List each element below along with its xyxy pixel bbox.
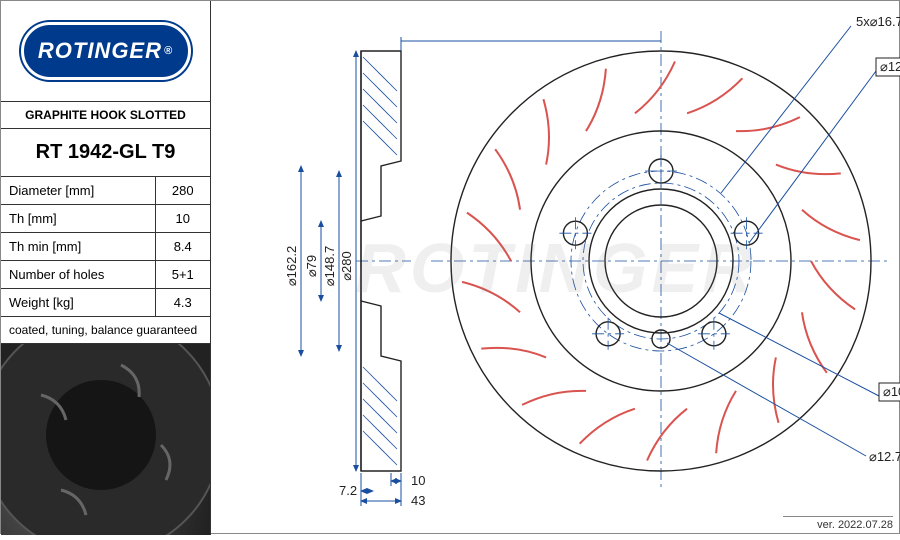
- spec-value: 10: [155, 205, 210, 233]
- side-profile: ⌀79 ⌀162.2 ⌀148.7 ⌀280 10 43 7.2: [284, 37, 661, 508]
- table-row: Number of holes5+1: [1, 261, 210, 289]
- product-subtitle: GRAPHITE HOOK SLOTTED: [1, 101, 210, 129]
- spec-value: 4.3: [155, 289, 210, 317]
- registered-mark: ®: [164, 45, 173, 57]
- dim-pcd-outer: ⌀120: [880, 59, 900, 74]
- table-row: Diameter [mm]280: [1, 177, 210, 205]
- version-label: ver. 2022.07.28: [783, 516, 893, 531]
- product-render: [1, 344, 210, 535]
- spec-label: Diameter [mm]: [1, 177, 155, 205]
- part-number: RT 1942-GL T9: [1, 129, 210, 177]
- spec-value: 280: [155, 177, 210, 205]
- dim-outer: ⌀280: [339, 251, 354, 281]
- drawing-svg: ⌀79 ⌀162.2 ⌀148.7 ⌀280 10 43 7.2: [211, 1, 900, 535]
- dim-bolt-pattern: 5x⌀16.7: [856, 14, 900, 29]
- spec-label: Th [mm]: [1, 205, 155, 233]
- table-row: Th [mm]10: [1, 205, 210, 233]
- dim-hub: ⌀162.2: [284, 246, 299, 286]
- dim-offset: 7.2: [339, 483, 357, 498]
- dim-screw: ⌀12.7: [869, 449, 900, 464]
- spec-value: 5+1: [155, 261, 210, 289]
- spec-label: Number of holes: [1, 261, 155, 289]
- dim-pcd-inner: ⌀104: [883, 384, 900, 399]
- brand-logo: ROTINGER®: [1, 1, 210, 101]
- dim-bore: ⌀79: [304, 255, 319, 277]
- table-row: Th min [mm]8.4: [1, 233, 210, 261]
- spec-label: Weight [kg]: [1, 289, 155, 317]
- dim-step: ⌀148.7: [322, 246, 337, 286]
- brand-logo-pill: ROTINGER®: [21, 22, 191, 80]
- spec-label: Th min [mm]: [1, 233, 155, 261]
- front-view: 5x⌀16.7 ⌀120 ⌀104 ⌀12.7: [431, 14, 900, 491]
- brand-name: ROTINGER: [38, 38, 162, 64]
- technical-drawing: ROTINGER: [211, 1, 900, 535]
- footer-note: coated, tuning, balance guaranteed: [1, 317, 210, 344]
- spec-sidebar: ROTINGER® GRAPHITE HOOK SLOTTED RT 1942-…: [1, 1, 211, 535]
- spec-value: 8.4: [155, 233, 210, 261]
- spec-table: Diameter [mm]280 Th [mm]10 Th min [mm]8.…: [1, 177, 210, 317]
- table-row: Weight [kg]4.3: [1, 289, 210, 317]
- dim-overall: 43: [411, 493, 425, 508]
- dim-th: 10: [411, 473, 425, 488]
